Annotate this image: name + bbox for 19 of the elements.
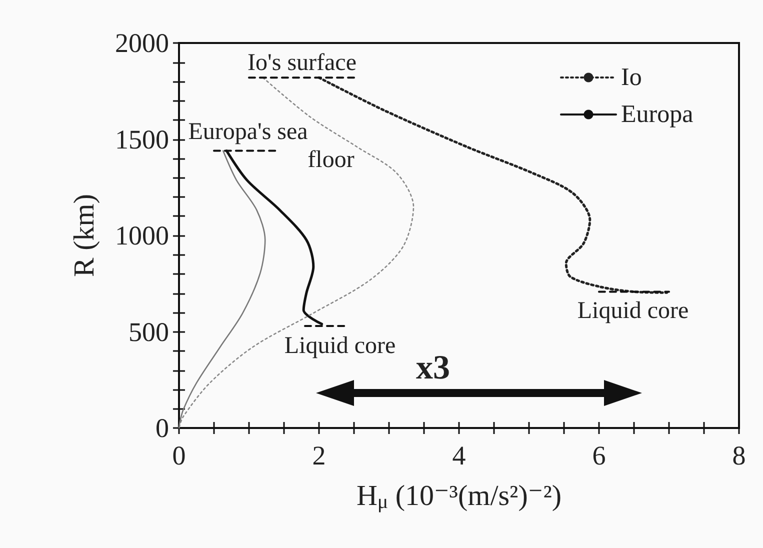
annotation: x3 (416, 350, 450, 386)
y-tick-label: 1000 (115, 220, 169, 250)
y-tick-label: 0 (156, 413, 169, 443)
y-tick-label: 500 (128, 316, 169, 347)
annotation: floor (308, 147, 354, 173)
y-tick-label: 2000 (115, 28, 169, 58)
legend-label: Io (621, 64, 642, 91)
x-tick-label: 2 (312, 440, 326, 470)
x-tick-label: 6 (592, 440, 606, 470)
x-tick-label: 8 (732, 440, 746, 470)
x-axis-title: Hμ (10⁻³(m/s²)⁻²) (356, 480, 562, 513)
annotation: Io's surface (248, 50, 356, 76)
legend-label: Europa (621, 101, 694, 128)
annotation: Liquid core (284, 333, 396, 359)
y-axis-title: R (km) (68, 194, 100, 277)
x-tick-label: 4 (452, 440, 466, 470)
annotation: Liquid core (577, 298, 689, 324)
annotation: Europa's sea (188, 119, 308, 145)
y-tick-label: 1500 (115, 124, 169, 154)
